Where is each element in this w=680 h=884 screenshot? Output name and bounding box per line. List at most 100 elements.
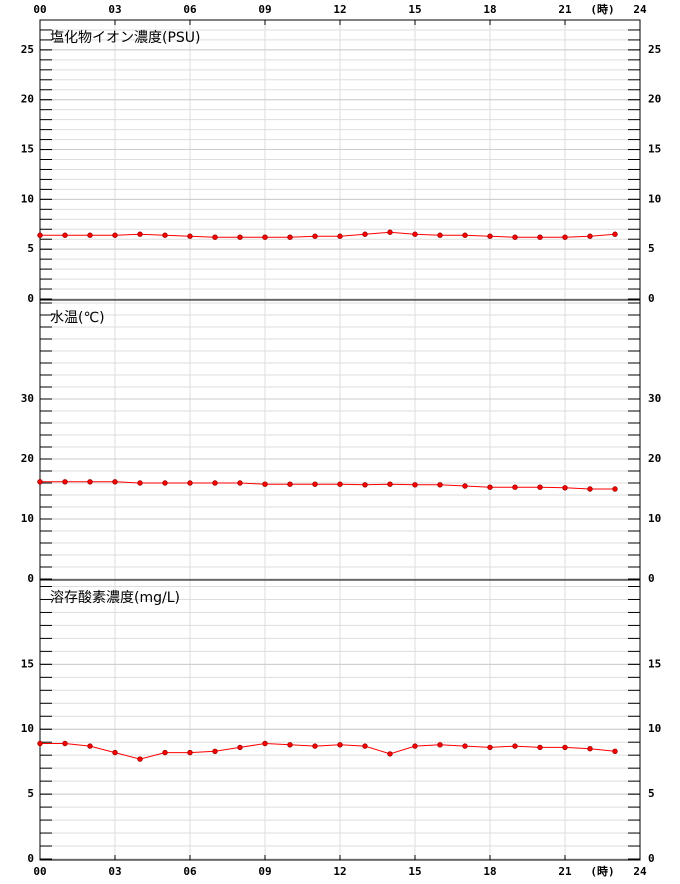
y-tick-label: 10 — [21, 722, 34, 735]
data-point — [287, 742, 293, 748]
data-point — [462, 483, 468, 489]
data-point — [612, 748, 618, 754]
y-tick-label: 0 — [27, 852, 34, 865]
data-point — [287, 234, 293, 240]
y-tick-label-right: 30 — [648, 392, 661, 405]
y-tick-label-right: 0 — [648, 852, 655, 865]
data-point — [362, 482, 368, 488]
y-tick-label: 0 — [27, 292, 34, 305]
y-tick-label-right: 15 — [648, 657, 661, 670]
data-point — [187, 749, 193, 756]
data-point — [162, 749, 168, 756]
data-point — [537, 744, 543, 751]
data-point — [37, 479, 43, 485]
data-point — [112, 232, 118, 238]
y-tick-label-right: 5 — [648, 242, 655, 255]
data-point — [487, 233, 493, 239]
x-tick-label: 15 — [408, 3, 421, 16]
data-point — [237, 744, 243, 751]
x-tick-label: 09 — [258, 3, 271, 16]
x-tick-label: 12 — [333, 3, 346, 16]
data-point — [212, 480, 218, 486]
y-tick-label: 20 — [21, 452, 34, 465]
data-point — [387, 481, 393, 487]
data-point — [512, 743, 518, 749]
y-tick-label: 10 — [21, 192, 34, 205]
x-tick-label: 15 — [408, 865, 421, 878]
data-point — [362, 231, 368, 237]
data-point — [187, 480, 193, 486]
x-tick-label: 12 — [333, 865, 346, 878]
data-point — [237, 480, 243, 486]
data-point — [337, 481, 343, 487]
series-line — [40, 481, 615, 490]
x-tick-label: 21 — [558, 865, 572, 878]
data-point — [112, 749, 118, 756]
data-point — [62, 740, 68, 747]
series-line — [40, 231, 616, 238]
data-point — [412, 743, 418, 749]
y-tick-label: 20 — [21, 93, 34, 106]
x-tick-label: 18 — [483, 3, 496, 16]
data-point — [462, 743, 468, 749]
data-point — [462, 232, 468, 238]
data-point — [437, 232, 443, 238]
data-point — [262, 481, 268, 487]
data-point — [587, 486, 593, 492]
y-tick-label-right: 25 — [648, 43, 661, 56]
data-point — [262, 234, 268, 240]
data-point — [412, 482, 418, 488]
data-point — [512, 484, 518, 490]
data-point — [212, 748, 218, 754]
panel-title: 溶存酸素濃度(mg/L) — [50, 590, 180, 606]
data-point — [312, 233, 318, 239]
data-point — [387, 751, 393, 757]
data-point — [262, 740, 268, 747]
data-point — [37, 232, 43, 238]
data-point — [137, 231, 143, 237]
data-point — [562, 485, 568, 491]
data-point — [62, 232, 68, 238]
data-point — [537, 484, 543, 490]
panel-title: 水温(℃) — [50, 310, 105, 326]
data-point — [362, 743, 368, 749]
x-axis-label: (時) — [590, 864, 614, 878]
data-point — [612, 486, 618, 492]
data-point — [612, 231, 618, 237]
data-point — [412, 231, 418, 237]
x-tick-label: 24 — [633, 865, 647, 878]
data-point — [162, 480, 168, 486]
x-tick-label: 00 — [33, 865, 46, 878]
y-tick-label: 25 — [21, 43, 34, 56]
y-tick-label: 0 — [27, 572, 34, 585]
data-point — [137, 480, 143, 486]
y-tick-label: 5 — [27, 787, 34, 800]
x-tick-label: 21 — [558, 3, 572, 16]
x-axis-label: (時) — [590, 2, 614, 16]
data-point — [212, 234, 218, 240]
y-tick-label-right: 10 — [648, 192, 661, 205]
data-point — [187, 233, 193, 239]
data-point — [87, 479, 93, 485]
data-point — [312, 481, 318, 487]
y-tick-label-right: 15 — [648, 143, 661, 156]
y-tick-label: 15 — [21, 657, 34, 670]
x-tick-label: 18 — [483, 865, 496, 878]
y-tick-label-right: 0 — [648, 572, 655, 585]
y-tick-label-right: 10 — [648, 722, 661, 735]
y-tick-label-right: 10 — [648, 512, 661, 525]
x-tick-label: 00 — [33, 3, 46, 16]
data-point — [287, 481, 293, 487]
y-tick-label: 10 — [21, 512, 34, 525]
x-tick-label: 06 — [183, 865, 197, 878]
data-point — [87, 232, 93, 238]
data-point — [237, 234, 243, 240]
y-tick-label: 5 — [27, 242, 34, 255]
data-point — [487, 484, 493, 490]
data-point — [437, 742, 443, 748]
data-point — [162, 232, 168, 238]
y-tick-label-right: 0 — [648, 292, 655, 305]
y-tick-label-right: 20 — [648, 452, 661, 465]
y-tick-label-right: 5 — [648, 787, 655, 800]
